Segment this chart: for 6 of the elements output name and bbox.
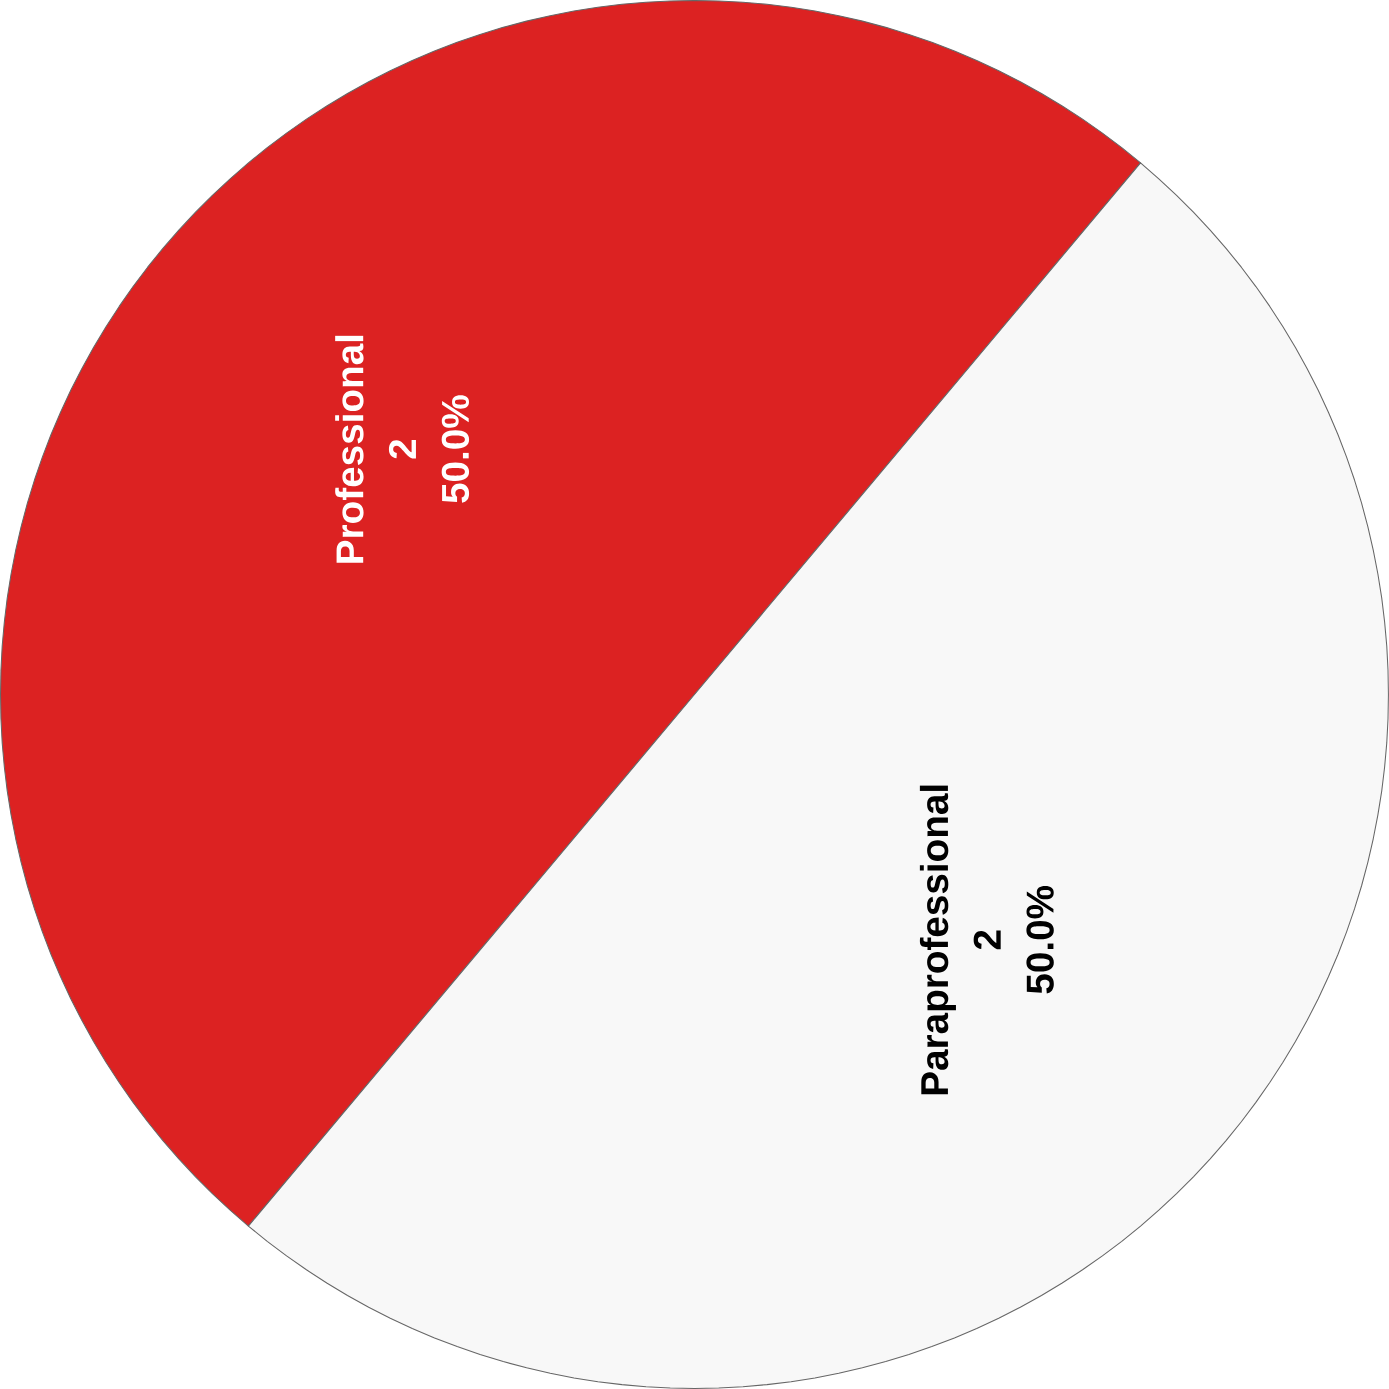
text: 50.0% [441, 395, 470, 503]
text: 50.0% [1026, 886, 1054, 994]
slice-label: Professional [335, 335, 364, 563]
slice-label: Paraprofessional [919, 785, 956, 1095]
data-label: 2 [973, 930, 1001, 950]
data-label: 2 [388, 439, 416, 459]
